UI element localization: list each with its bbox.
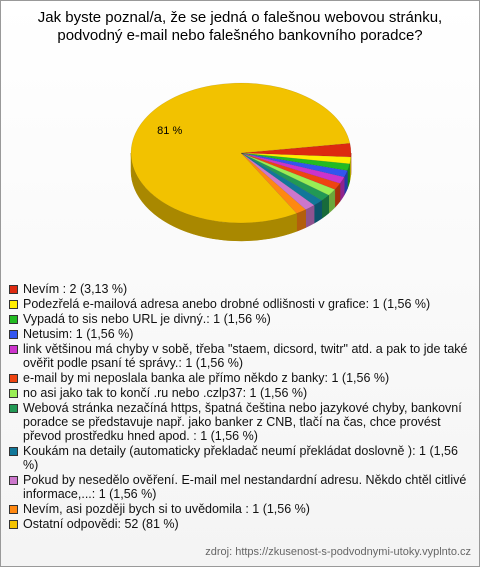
legend-swatch: [9, 505, 18, 514]
legend-swatch: [9, 330, 18, 339]
legend-item: Podezřelá e-mailová adresa anebo drobné …: [9, 297, 471, 311]
slice: [240, 152, 350, 171]
legend-swatch: [9, 520, 18, 529]
slice: [240, 142, 352, 158]
pie-area: 81 %: [130, 82, 352, 242]
legend-label: Koukám na detaily (automaticky překladač…: [23, 444, 458, 472]
legend-swatch: [9, 389, 18, 398]
legend-swatch: [9, 300, 18, 309]
legend-item: e-mail by mi neposlala banka ale přímo n…: [9, 371, 471, 385]
legend-item: Netusim: 1 (1,56 %): [9, 327, 471, 341]
legend-item: Koukám na detaily (automaticky překladač…: [9, 444, 471, 472]
data-label: 81 %: [157, 125, 182, 137]
legend-swatch: [9, 447, 18, 456]
slice: [130, 82, 351, 224]
legend-label: Webová stránka nezačíná https, špatná če…: [23, 401, 462, 443]
slice: [240, 152, 307, 214]
legend-item: Pokud by nesedělo ověření. E-mail mel ne…: [9, 473, 471, 501]
legend-swatch: [9, 315, 18, 324]
legend-item: link většinou má chyby v sobě, třeba "st…: [9, 342, 471, 370]
legend-label: Netusim: 1 (1,56 %): [23, 327, 134, 341]
legend-item: Webová stránka nezačíná https, špatná če…: [9, 401, 471, 443]
slice: [240, 152, 315, 210]
slice: [240, 152, 330, 201]
legend-item: Vypadá to sis nebo URL je divný.: 1 (1,5…: [9, 312, 471, 326]
legend-item: Ostatní odpovědi: 52 (81 %): [9, 517, 471, 531]
legend-item: Nevím, asi později bych si to uvědomila …: [9, 502, 471, 516]
slice: [240, 152, 348, 178]
legend-label: e-mail by mi neposlala banka ale přímo n…: [23, 371, 390, 385]
legend-item: Nevím : 2 (3,13 %): [9, 282, 471, 296]
legend-item: no asi jako tak to končí .ru nebo .czlp3…: [9, 386, 471, 400]
legend-label: no asi jako tak to končí .ru nebo .czlp3…: [23, 386, 308, 400]
slice: [240, 152, 341, 190]
slice: [240, 152, 352, 165]
legend-label: Ostatní odpovědi: 52 (81 %): [23, 517, 179, 531]
legend-swatch: [9, 476, 18, 485]
legend-label: Nevím : 2 (3,13 %): [23, 282, 128, 296]
legend-swatch: [9, 285, 18, 294]
legend-label: Vypadá to sis nebo URL je divný.: 1 (1,5…: [23, 312, 271, 326]
legend-label: Nevím, asi později bych si to uvědomila …: [23, 502, 310, 516]
slice: [240, 152, 345, 184]
chart-title: Jak byste poznal/a, že se jedná o falešn…: [37, 9, 443, 44]
legend-swatch: [9, 374, 18, 383]
slice: [240, 152, 323, 206]
legend-label: Podezřelá e-mailová adresa anebo drobné …: [23, 297, 431, 311]
source: zdroj: https://zkusenost-s-podvodnymi-ut…: [205, 546, 471, 558]
legend: Nevím : 2 (3,13 %) Podezřelá e-mailová ad…: [9, 282, 471, 532]
legend-label: Pokud by nesedělo ověření. E-mail mel ne…: [23, 473, 467, 501]
slice: [240, 152, 336, 196]
legend-swatch: [9, 345, 18, 354]
legend-swatch: [9, 404, 18, 413]
legend-label: link většinou má chyby v sobě, třeba "st…: [23, 342, 468, 370]
